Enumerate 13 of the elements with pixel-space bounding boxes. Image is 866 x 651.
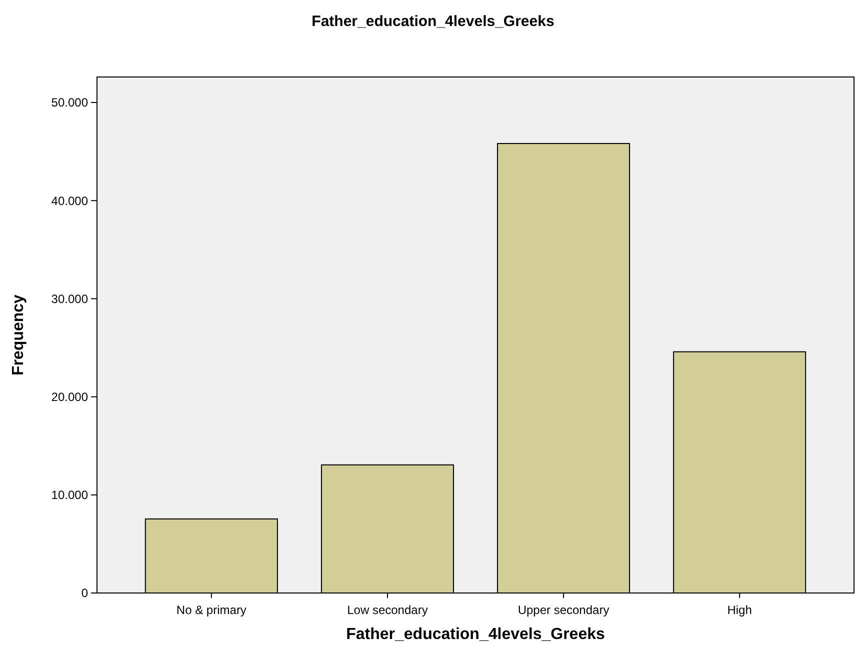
x-tick-label: Upper secondary	[518, 603, 610, 617]
y-axis-title: Frequency	[10, 294, 27, 376]
x-axis-title: Father_education_4levels_Greeks	[346, 626, 605, 643]
x-tick-label: No & primary	[176, 603, 246, 617]
y-tick-label: 10.000	[51, 488, 88, 502]
x-tick-label: High	[727, 603, 752, 617]
y-tick-label: 50.000	[51, 96, 88, 110]
y-tick-label: 20.000	[51, 390, 88, 404]
y-tick-label: 0	[81, 586, 88, 600]
y-tick-label: 30.000	[51, 292, 88, 306]
y-tick-label: 40.000	[51, 194, 88, 208]
chart-title: Father_education_4levels_Greeks	[312, 13, 554, 30]
x-tick-label: Low secondary	[347, 603, 428, 617]
